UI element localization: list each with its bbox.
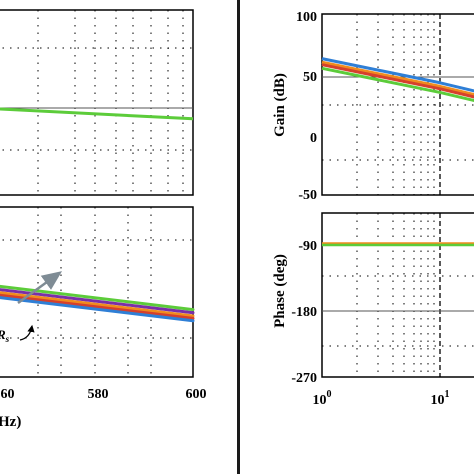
phase-tick-minus180: -180: [291, 305, 317, 320]
right-top-series-orange: [321, 60, 474, 97]
right-x-tick-10-0: 100: [313, 389, 332, 408]
left-bottom-series-group: [0, 284, 195, 323]
left-top-plot-frame: [0, 9, 194, 196]
left-x-tick-600: 600: [186, 387, 207, 402]
left-bottom-series-orange: [0, 291, 195, 318]
increase-arrow: [17, 271, 63, 305]
right-top-series-group: [321, 57, 474, 103]
left-x-tick-580: 580: [88, 387, 109, 402]
left-x-axis-label-fragment: Hz): [0, 414, 21, 430]
right-top-panel: 100 50 0 -50 Gain (dB): [272, 10, 474, 203]
column-divider: [237, 0, 240, 474]
gain-tick-50: 50: [303, 70, 317, 85]
right-bottom-panel: -90 -180 -270 Phase (deg) 100 101: [272, 212, 474, 408]
phase-tick-minus90: -90: [298, 239, 317, 254]
right-top-series-blue: [321, 57, 474, 93]
rs-annotation: Rs: [0, 327, 10, 344]
left-top-panel: [0, 9, 194, 196]
gain-tick-0: 0: [310, 131, 317, 146]
left-bottom-series-green: [0, 284, 195, 312]
gain-tick-100: 100: [296, 10, 317, 25]
left-top-grid: [0, 10, 193, 195]
phase-tick-minus270: -270: [291, 371, 317, 386]
gain-axis-label: Gain (dB): [272, 73, 288, 137]
right-bottom-plot-frame: [321, 212, 474, 378]
right-top-series-green: [321, 66, 474, 103]
right-bottom-series-group: [322, 242, 474, 247]
right-top-grid: [322, 14, 474, 195]
phase-axis-label: Phase (deg): [272, 254, 288, 328]
left-bottom-series-blue: [0, 296, 195, 323]
right-x-tick-10-1: 101: [431, 389, 450, 408]
rs-curved-arrow: [19, 324, 35, 341]
gain-tick-minus50: -50: [298, 188, 317, 203]
right-top-series-red: [321, 63, 474, 99]
left-x-tick-560: 560: [0, 387, 15, 402]
left-bottom-grid: [0, 207, 193, 377]
left-bottom-series-purple: [0, 288, 195, 315]
left-bottom-series-red: [0, 293, 195, 320]
left-bottom-panel: Rs 560 580 600 Hz): [0, 206, 207, 430]
left-top-series-green: [0, 107, 194, 121]
